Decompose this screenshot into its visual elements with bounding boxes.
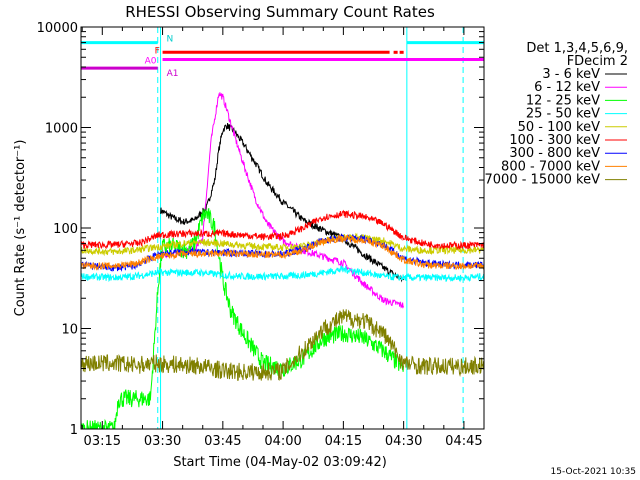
plot-area: [81, 27, 484, 429]
legend-label: 3 - 6 keV: [542, 67, 600, 82]
legend-label: 50 - 100 keV: [518, 120, 601, 135]
x-tick-label: 04:30: [385, 434, 422, 449]
series-line-7: [81, 233, 484, 271]
y-tick-label: 10000: [37, 21, 78, 36]
legend-label: 25 - 50 keV: [526, 107, 600, 122]
y-tick-label: 10: [61, 323, 78, 338]
x-tick-label: 04:00: [264, 434, 301, 449]
flag-label-a0: A0: [145, 56, 157, 66]
x-tick-label: 04:15: [325, 434, 362, 449]
legend-label: 300 - 800 keV: [509, 146, 600, 161]
y-axis-label: Count Rate (s⁻¹ detector⁻¹): [13, 140, 28, 317]
legend-label: 7000 - 15000 keV: [485, 173, 601, 188]
series-line-3: [81, 265, 484, 283]
flag-label-a1: A1: [167, 69, 179, 79]
x-axis: 03:15 03:30 03:45 04:00 04:15 04:30 04:45: [81, 27, 485, 449]
legend-label: 100 - 300 keV: [509, 133, 600, 148]
legend-label: 6 - 12 keV: [534, 80, 600, 95]
legend-header-line1: Det 1,3,4,5,6,9,: [526, 41, 628, 56]
y-tick-label: 1000: [45, 122, 78, 137]
y-tick-label: 100: [53, 222, 78, 237]
series-line-2: [81, 207, 405, 429]
series-line-4: [81, 232, 484, 257]
legend-header-line2: FDecim 2: [567, 54, 628, 69]
series-line-8: [81, 309, 484, 381]
x-tick-label: 03:30: [144, 434, 181, 449]
x-tick-label: 04:45: [445, 434, 482, 449]
legend-label: 800 - 7000 keV: [501, 159, 600, 174]
legend-label: 12 - 25 keV: [526, 93, 600, 108]
x-axis-label: Start Time (04-May-02 03:09:42): [173, 455, 387, 470]
flag-label-n: N: [167, 35, 174, 45]
x-tick-label: 03:15: [84, 434, 121, 449]
series-line-5: [81, 209, 484, 251]
flag-label-f: F: [155, 46, 160, 56]
footer-date: 15-Oct-2021 10:35: [551, 467, 636, 477]
y-axis: 1 10 100 1000 10000: [37, 21, 484, 438]
x-tick-label: 03:45: [204, 434, 241, 449]
chart-title: RHESSI Observing Summary Count Rates: [125, 3, 435, 21]
y-tick-label: 1: [70, 423, 78, 438]
